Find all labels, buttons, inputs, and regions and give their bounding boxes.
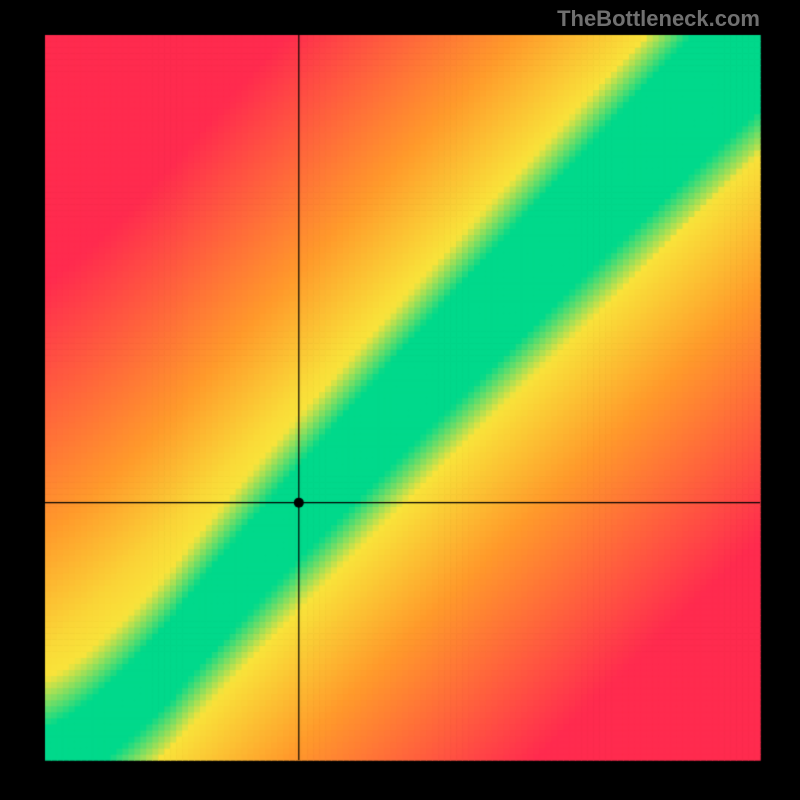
- bottleneck-heatmap: [0, 0, 800, 800]
- watermark-text: TheBottleneck.com: [557, 6, 760, 32]
- chart-container: TheBottleneck.com: [0, 0, 800, 800]
